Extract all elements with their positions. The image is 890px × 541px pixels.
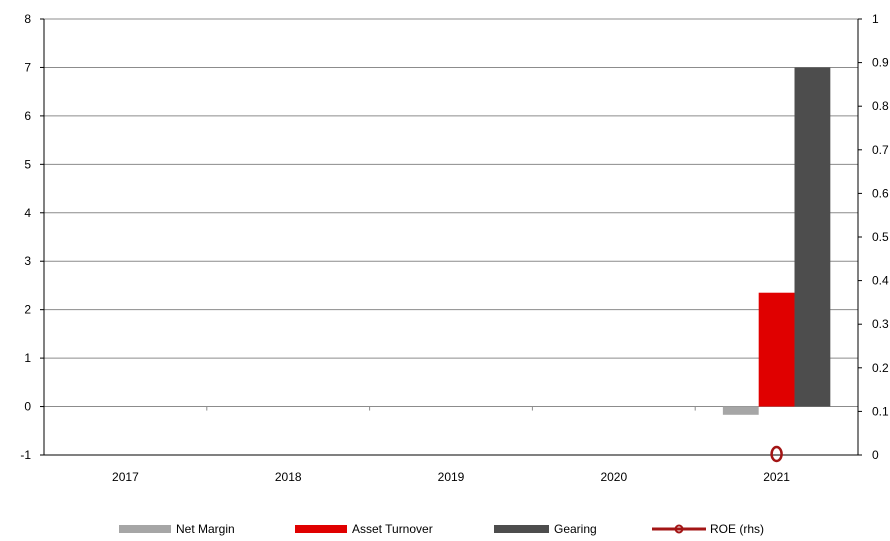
right-tick-label: 0.3 bbox=[872, 317, 889, 331]
gearing-bar bbox=[794, 67, 831, 407]
legend-label: Gearing bbox=[554, 522, 597, 536]
right-tick-label: 0.7 bbox=[872, 143, 889, 157]
legend-swatch bbox=[295, 525, 347, 533]
right-tick-label: 0.8 bbox=[872, 99, 889, 113]
legend-swatch bbox=[119, 525, 171, 533]
legend-item: Asset Turnover bbox=[295, 522, 433, 536]
roe-point-marker bbox=[770, 445, 783, 463]
right-tick-label: 0.6 bbox=[872, 186, 889, 200]
legend: Net Margin Asset Turnover Gearing ROE (rhs) bbox=[119, 522, 764, 536]
left-tick-label: 7 bbox=[24, 60, 31, 74]
left-tick-label: 4 bbox=[24, 206, 31, 220]
right-tick-label: 1 bbox=[872, 12, 879, 26]
legend-item: Gearing bbox=[494, 522, 597, 536]
legend-swatch bbox=[494, 525, 549, 533]
category-label: 2020 bbox=[600, 470, 627, 484]
right-tick-label: 0.1 bbox=[872, 404, 889, 418]
left-tick-label: 0 bbox=[24, 400, 31, 414]
legend-item: Net Margin bbox=[119, 522, 235, 536]
gridlines bbox=[44, 18, 858, 408]
net-margin-bar bbox=[722, 406, 759, 415]
category-label: 2018 bbox=[275, 470, 302, 484]
axes bbox=[40, 18, 862, 456]
asset-turnover-bar bbox=[758, 292, 795, 407]
legend-label: ROE (rhs) bbox=[710, 522, 764, 536]
right-tick-label: 0.9 bbox=[872, 56, 889, 70]
left-tick-label: 2 bbox=[24, 303, 31, 317]
legend-label: Asset Turnover bbox=[352, 522, 433, 536]
right-tick-label: 0.4 bbox=[872, 274, 889, 288]
right-axis-ticks: 0 0.1 0.2 0.3 0.4 0.5 0.6 0.7 0.8 0.9 1 bbox=[872, 12, 889, 462]
left-tick-label: 6 bbox=[24, 109, 31, 123]
category-label: 2017 bbox=[112, 470, 139, 484]
left-tick-label: 5 bbox=[24, 157, 31, 171]
bars bbox=[722, 67, 831, 415]
right-tick-label: 0 bbox=[872, 448, 879, 462]
category-label: 2019 bbox=[438, 470, 465, 484]
right-tick-label: 0.5 bbox=[872, 230, 889, 244]
roe-line bbox=[770, 445, 783, 463]
left-tick-label: -1 bbox=[20, 448, 31, 462]
legend-marker-swatch bbox=[674, 524, 684, 534]
legend-item: ROE (rhs) bbox=[652, 522, 764, 536]
left-tick-label: 1 bbox=[24, 351, 31, 365]
left-axis-ticks: -1 0 1 2 3 4 5 6 7 8 bbox=[20, 12, 31, 462]
right-tick-label: 0.2 bbox=[872, 361, 889, 375]
category-label: 2021 bbox=[763, 470, 790, 484]
left-tick-label: 3 bbox=[24, 254, 31, 268]
x-axis-ticks: 2017 2018 2019 2020 2021 bbox=[112, 470, 790, 484]
left-tick-label: 8 bbox=[24, 12, 31, 26]
legend-label: Net Margin bbox=[176, 522, 235, 536]
